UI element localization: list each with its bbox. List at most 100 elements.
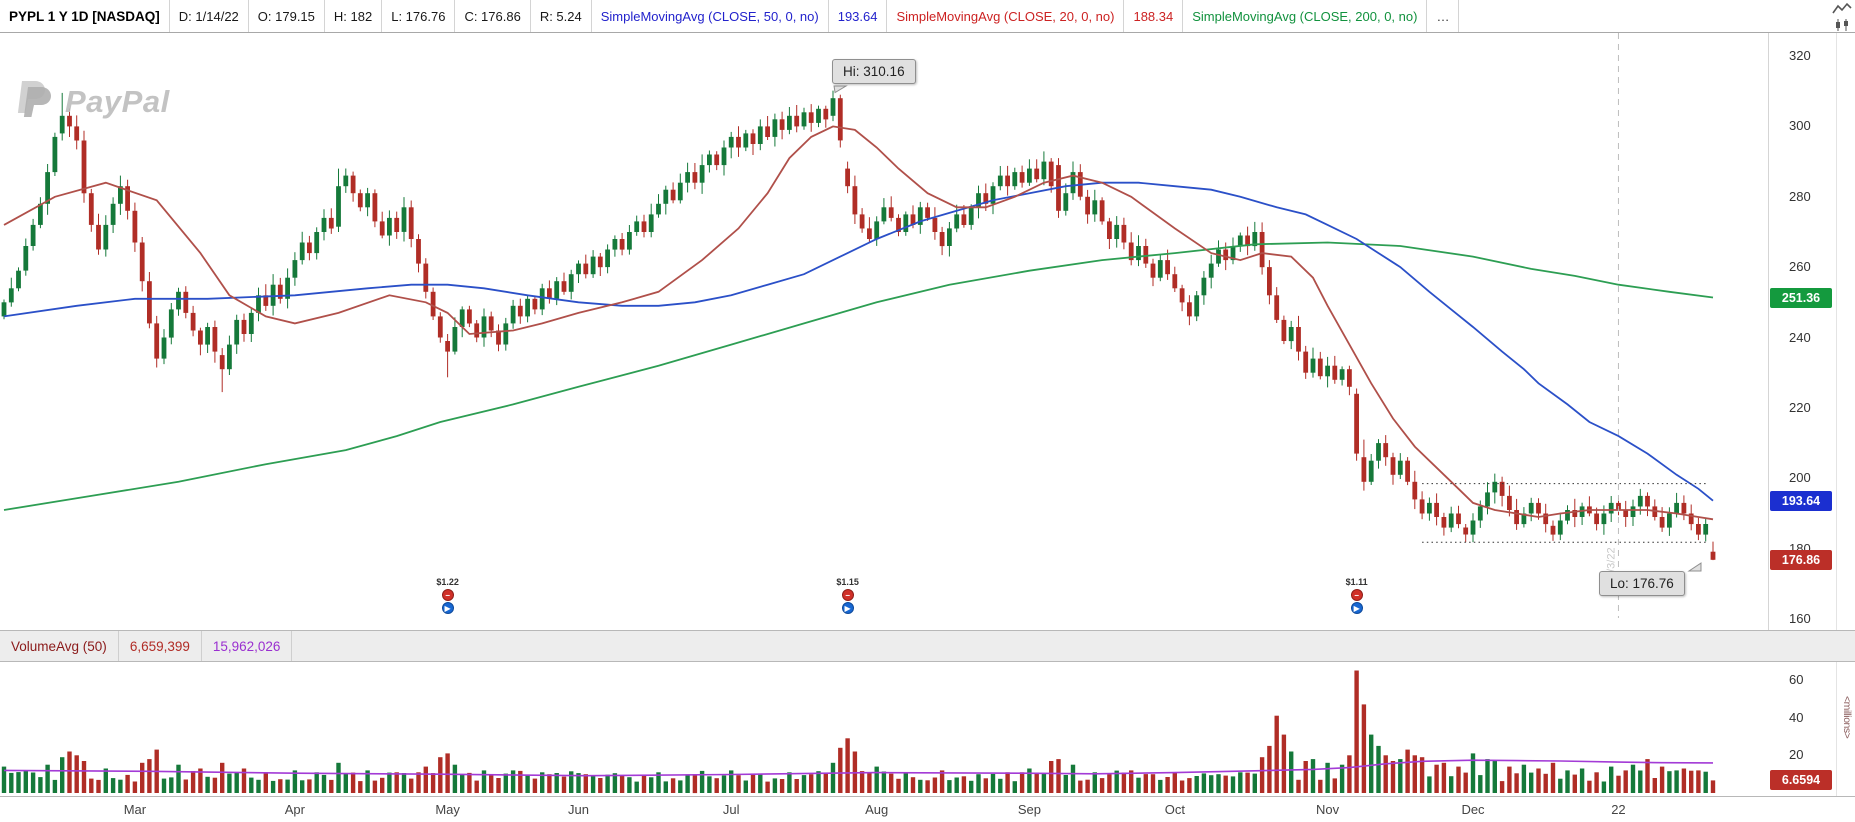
candle-body xyxy=(852,186,858,215)
candle-body xyxy=(416,239,421,264)
volume-bar xyxy=(1361,704,1367,793)
volume-bar xyxy=(270,780,276,793)
candle-body xyxy=(125,186,130,211)
webcast-icon[interactable]: ▶ xyxy=(841,602,854,614)
candle-body xyxy=(1383,443,1389,458)
candle-body xyxy=(183,291,189,313)
candle-body xyxy=(1179,288,1185,303)
candle-body xyxy=(685,172,690,183)
volume-current-value: 6,659,399 xyxy=(119,631,202,661)
volume-bar xyxy=(89,778,94,793)
candle-body xyxy=(96,224,101,250)
ma-line-sma20 xyxy=(3,125,1714,521)
candle-body xyxy=(1645,495,1650,507)
candle-body xyxy=(503,323,509,345)
volume-bar xyxy=(1507,766,1512,793)
candle-body xyxy=(1121,224,1127,243)
candle-body xyxy=(1027,168,1032,183)
volume-bar xyxy=(1172,772,1177,793)
candle-body xyxy=(1107,221,1112,239)
volume-bar xyxy=(1601,781,1607,793)
volume-bar xyxy=(554,773,559,793)
price-pane[interactable]: 1/3/22 PayPal 320 300 280 260 240 220 200 180 16… xyxy=(0,33,1855,630)
candle-body xyxy=(1194,295,1200,317)
volume-bar xyxy=(1114,770,1119,793)
line-chart-icon[interactable] xyxy=(1832,2,1852,17)
volume-pane[interactable]: 60 40 20 6.6594 xyxy=(0,662,1855,796)
earnings-marker[interactable]: $1.15 − ▶ xyxy=(826,577,870,614)
volume-bar xyxy=(1441,762,1447,793)
candle-body xyxy=(190,312,196,331)
volume-bar xyxy=(1572,774,1577,793)
candle-body xyxy=(219,355,225,370)
price-chart-canvas[interactable]: 1/3/22 xyxy=(0,33,1855,630)
price-axis-separator xyxy=(1768,33,1769,630)
price-tick-label: 220 xyxy=(1789,399,1811,415)
volume-bar xyxy=(140,762,145,793)
volume-bar xyxy=(903,772,908,793)
candle-body xyxy=(772,119,778,137)
earnings-icon[interactable]: − xyxy=(1350,589,1363,601)
volume-bar xyxy=(1005,772,1010,793)
candle-body xyxy=(336,186,341,227)
date-axis-label: 22 xyxy=(1611,802,1626,817)
volume-bar xyxy=(1594,772,1599,793)
volume-bar xyxy=(125,774,130,793)
candle-body xyxy=(1172,274,1178,289)
candle-body xyxy=(103,224,109,250)
candle-body xyxy=(387,217,392,236)
price-tick-label: 260 xyxy=(1789,259,1811,275)
volume-bar xyxy=(540,772,545,793)
candle-body xyxy=(1485,492,1490,507)
candle-body xyxy=(983,193,989,204)
candle-body xyxy=(445,341,450,352)
volume-bar xyxy=(1034,772,1039,793)
candle-body xyxy=(423,263,429,292)
lo-callout-pointer xyxy=(1687,562,1702,572)
sma50-indicator-label[interactable]: SimpleMovingAvg (CLOSE, 50, 0, no) xyxy=(592,0,829,32)
earnings-marker[interactable]: $1.22 − ▶ xyxy=(426,577,470,614)
candle-body xyxy=(961,214,967,225)
volume-bar xyxy=(307,779,312,793)
candle-body xyxy=(612,239,618,250)
volume-bar xyxy=(990,774,996,793)
volume-bar xyxy=(1129,770,1134,793)
volume-bar xyxy=(729,770,734,793)
sma200-badge: 251.36 xyxy=(1770,287,1832,308)
volume-tick-label: 20 xyxy=(1789,747,1804,763)
webcast-icon[interactable]: ▶ xyxy=(441,602,454,614)
sma200-indicator-label[interactable]: SimpleMovingAvg (CLOSE, 200, 0, no) xyxy=(1183,0,1428,32)
candle-body xyxy=(1390,457,1396,475)
earnings-icon[interactable]: − xyxy=(841,589,854,601)
date-value: D: 1/14/22 xyxy=(170,0,249,32)
toolbar-overflow-ellipsis[interactable]: … xyxy=(1427,0,1460,32)
candle-body xyxy=(8,288,14,303)
volume-bar xyxy=(692,774,698,794)
earnings-icon[interactable]: − xyxy=(441,589,454,601)
volume-bar xyxy=(60,757,65,793)
volume-bar xyxy=(132,781,138,793)
candlestick-tool-icon[interactable] xyxy=(1832,18,1852,33)
volume-bar xyxy=(1667,771,1672,793)
webcast-icon[interactable]: ▶ xyxy=(1350,602,1363,614)
candle-body xyxy=(350,175,356,194)
volume-avg-label[interactable]: VolumeAvg (50) xyxy=(0,631,119,661)
volume-bar xyxy=(1579,768,1585,793)
symbol-timeframe-label[interactable]: PYPL 1 Y 1D [NASDAQ] xyxy=(0,0,170,32)
candle-body xyxy=(1070,172,1076,194)
volume-bar xyxy=(859,771,865,793)
volume-bar xyxy=(118,779,123,793)
candle-body xyxy=(881,207,887,222)
candle-body xyxy=(256,295,261,313)
earnings-marker[interactable]: $1.11 − ▶ xyxy=(1335,577,1379,614)
volume-bar xyxy=(1376,745,1381,793)
low-value: L: 176.76 xyxy=(382,0,456,32)
sma20-indicator-label[interactable]: SimpleMovingAvg (CLOSE, 20, 0, no) xyxy=(887,0,1125,32)
candle-body xyxy=(728,136,734,148)
volume-bar xyxy=(445,753,450,793)
volume-bar xyxy=(161,778,167,793)
candle-body xyxy=(1492,481,1498,493)
candle-body xyxy=(547,288,552,299)
volume-bar xyxy=(1143,774,1148,793)
volume-chart-canvas[interactable] xyxy=(0,662,1855,796)
